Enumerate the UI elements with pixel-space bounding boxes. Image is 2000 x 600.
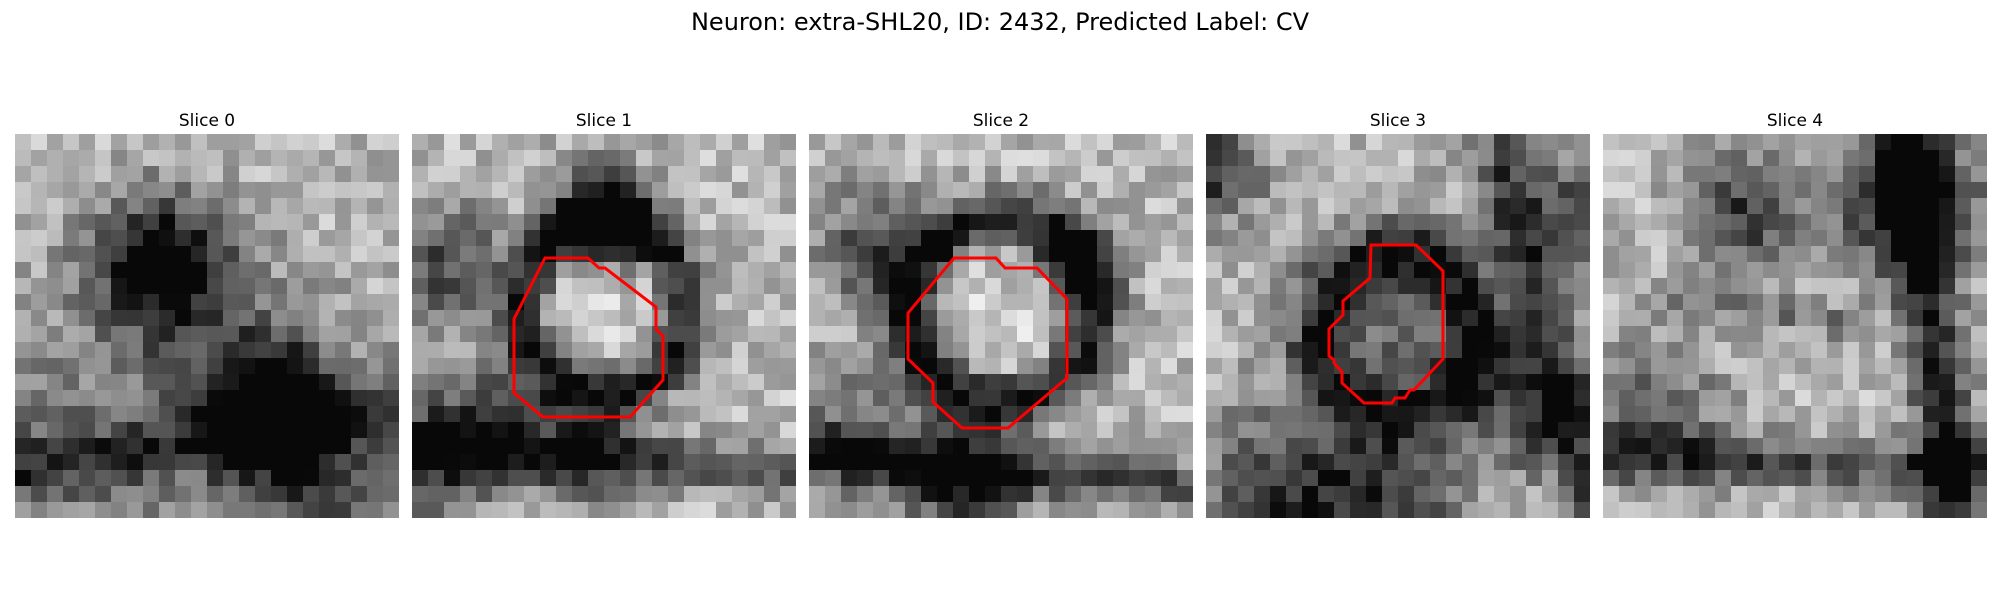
slice-image [412, 134, 796, 518]
slice-image [809, 134, 1193, 518]
predicted-outline [512, 256, 665, 419]
slice-title: Slice 3 [1369, 111, 1427, 131]
slice-title: Slice 4 [1766, 111, 1824, 131]
slice-panel-3: Slice 3 [1206, 108, 1590, 518]
pixel-grid [1206, 134, 1590, 518]
slice-title: Slice 1 [575, 111, 633, 131]
slice-image [1206, 134, 1590, 518]
pixel-grid [1603, 134, 1987, 518]
slice-panel-0: Slice 0 [15, 108, 399, 518]
slice-panel-2: Slice 2 [809, 108, 1193, 518]
slice-image [1603, 134, 1987, 518]
pixel-grid [15, 134, 399, 518]
slice-title: Slice 2 [972, 111, 1030, 131]
slice-image [15, 134, 399, 518]
pixel-grid [412, 134, 796, 518]
slice-panel-1: Slice 1 [412, 108, 796, 518]
figure-title: Neuron: extra-SHL20, ID: 2432, Predicted… [690, 8, 1310, 36]
pixel-grid [809, 134, 1193, 518]
predicted-outline [1327, 243, 1445, 405]
slice-panel-4: Slice 4 [1603, 108, 1987, 518]
predicted-outline [906, 256, 1069, 430]
slice-title: Slice 0 [178, 111, 236, 131]
